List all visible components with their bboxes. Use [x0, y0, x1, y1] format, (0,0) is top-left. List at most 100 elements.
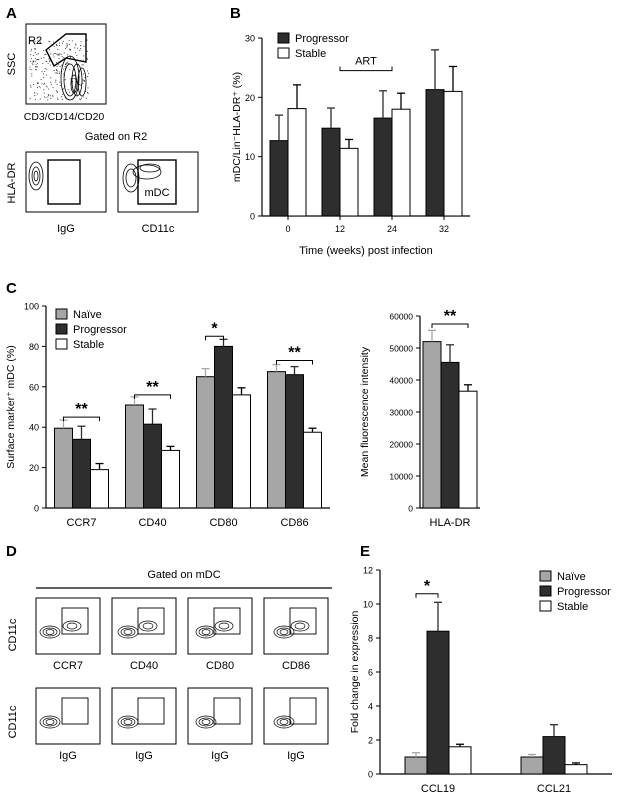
- y-tick-label: 10000: [389, 472, 413, 482]
- scatter-dot: [68, 39, 70, 42]
- scatter-dot: [30, 40, 32, 42]
- bar: [458, 390, 478, 509]
- scatter-dot: [31, 62, 33, 64]
- scatter-dot: [83, 45, 85, 47]
- y-tick-label: 0: [34, 504, 39, 514]
- scatter-dot: [38, 85, 40, 87]
- scatter-dot: [74, 77, 76, 79]
- contour-line: [294, 622, 306, 630]
- x-tick-label: 32: [439, 224, 449, 234]
- contour-line: [279, 719, 289, 725]
- bar: [125, 404, 144, 509]
- scatter-dot: [29, 98, 31, 100]
- legend-label: Naïve: [73, 309, 102, 321]
- scatter-dot: [29, 68, 31, 70]
- panel-d: Gated on mDC CD11c CD11c CCR7 CD40 CD80 CD8…: [7, 569, 332, 762]
- y-tick-label: 20: [245, 93, 255, 103]
- scatter-dot: [86, 39, 88, 41]
- gated-r2-title: Gated on R2: [85, 131, 147, 143]
- scatter-dot: [79, 50, 81, 52]
- scatter-dot: [80, 84, 82, 86]
- bar: [267, 371, 286, 509]
- facs-plot-frame: [111, 597, 177, 655]
- scatter-dot: [37, 52, 39, 54]
- scatter-dot: [46, 74, 48, 76]
- bar: [72, 438, 91, 509]
- bar: [520, 756, 544, 775]
- scatter-dot: [48, 49, 50, 51]
- scatter-dot: [83, 80, 85, 82]
- scatter-dot: [87, 93, 89, 95]
- gate-r2: [45, 33, 87, 68]
- scatter-dot: [69, 69, 71, 71]
- scatter-dot: [39, 41, 41, 43]
- d-axis-label: IgG: [211, 750, 229, 762]
- scatter-dot: [38, 59, 40, 61]
- scatter-dot: [70, 49, 72, 51]
- y-tick-label: 60: [29, 382, 39, 392]
- scatter-dot: [48, 60, 50, 62]
- scatter-dot: [59, 81, 61, 83]
- contour-line: [201, 719, 211, 725]
- contour-line: [138, 620, 158, 632]
- scatter-dot: [79, 45, 82, 47]
- scatter-dot: [59, 42, 61, 44]
- contour-line: [218, 622, 230, 630]
- gate-box: [137, 159, 177, 205]
- scatter-dot: [39, 98, 41, 100]
- scatter-dot: [50, 83, 52, 85]
- bar: [285, 374, 304, 509]
- d-axis-label: CCR7: [53, 660, 83, 672]
- significance-bracket: [134, 394, 171, 399]
- chart-panel-b: 0 10 20 30 0 12 24 32 Time (weeks) post infectio…: [231, 32, 470, 257]
- contour-line: [62, 620, 82, 632]
- scatter-dot: [36, 66, 38, 68]
- scatter-dot: [35, 69, 37, 71]
- contour-line: [198, 627, 214, 637]
- scatter-dot: [46, 86, 48, 88]
- bar: [443, 90, 463, 217]
- x-tick-label: 12: [335, 224, 345, 234]
- scatter-dot: [57, 70, 59, 72]
- d-row2-axis-label: CD11c: [7, 705, 19, 738]
- scatter-dot: [86, 50, 88, 52]
- scatter-dot: [36, 59, 38, 61]
- scatter-dot: [34, 95, 36, 97]
- contour-line: [201, 629, 211, 635]
- significance-bracket: [431, 323, 469, 328]
- scatter-dot: [34, 57, 36, 59]
- legend-swatch: [277, 32, 290, 44]
- scatter-dot: [30, 48, 33, 50]
- gate-box: [213, 607, 241, 635]
- facs-plot-frame: [35, 597, 101, 655]
- bar: [303, 431, 322, 509]
- bar: [564, 764, 588, 775]
- scatter-dot: [37, 40, 39, 42]
- scatter-dot: [34, 52, 36, 54]
- art-label: ART: [355, 56, 377, 68]
- scatter-dot: [29, 61, 31, 63]
- scatter-dot: [30, 54, 32, 56]
- scatter-dot: [32, 54, 34, 56]
- scatter-dot: [34, 66, 37, 68]
- scatter-dot: [66, 46, 68, 48]
- legend-swatch: [539, 600, 552, 612]
- scatter-dot: [58, 73, 60, 75]
- scatter-dot: [75, 44, 77, 46]
- scatter-dot: [50, 77, 52, 79]
- scatter-dot: [34, 49, 36, 51]
- scatter-dot: [34, 60, 36, 62]
- y-tick-label: 30000: [389, 408, 413, 418]
- scatter-dot: [69, 57, 71, 59]
- scatter-dot: [72, 77, 74, 79]
- bar: [321, 127, 341, 217]
- scatter-dot: [49, 95, 51, 97]
- panel-letter-a: A: [6, 5, 17, 22]
- scatter-dot: [68, 44, 70, 46]
- scatter-dot: [67, 89, 69, 91]
- scatter-dot: [43, 82, 45, 84]
- scatter-dot: [43, 49, 45, 52]
- scatter-dot: [82, 96, 84, 98]
- x-axis-title: Time (weeks) post infection: [299, 245, 432, 257]
- scatter-dot: [52, 86, 54, 88]
